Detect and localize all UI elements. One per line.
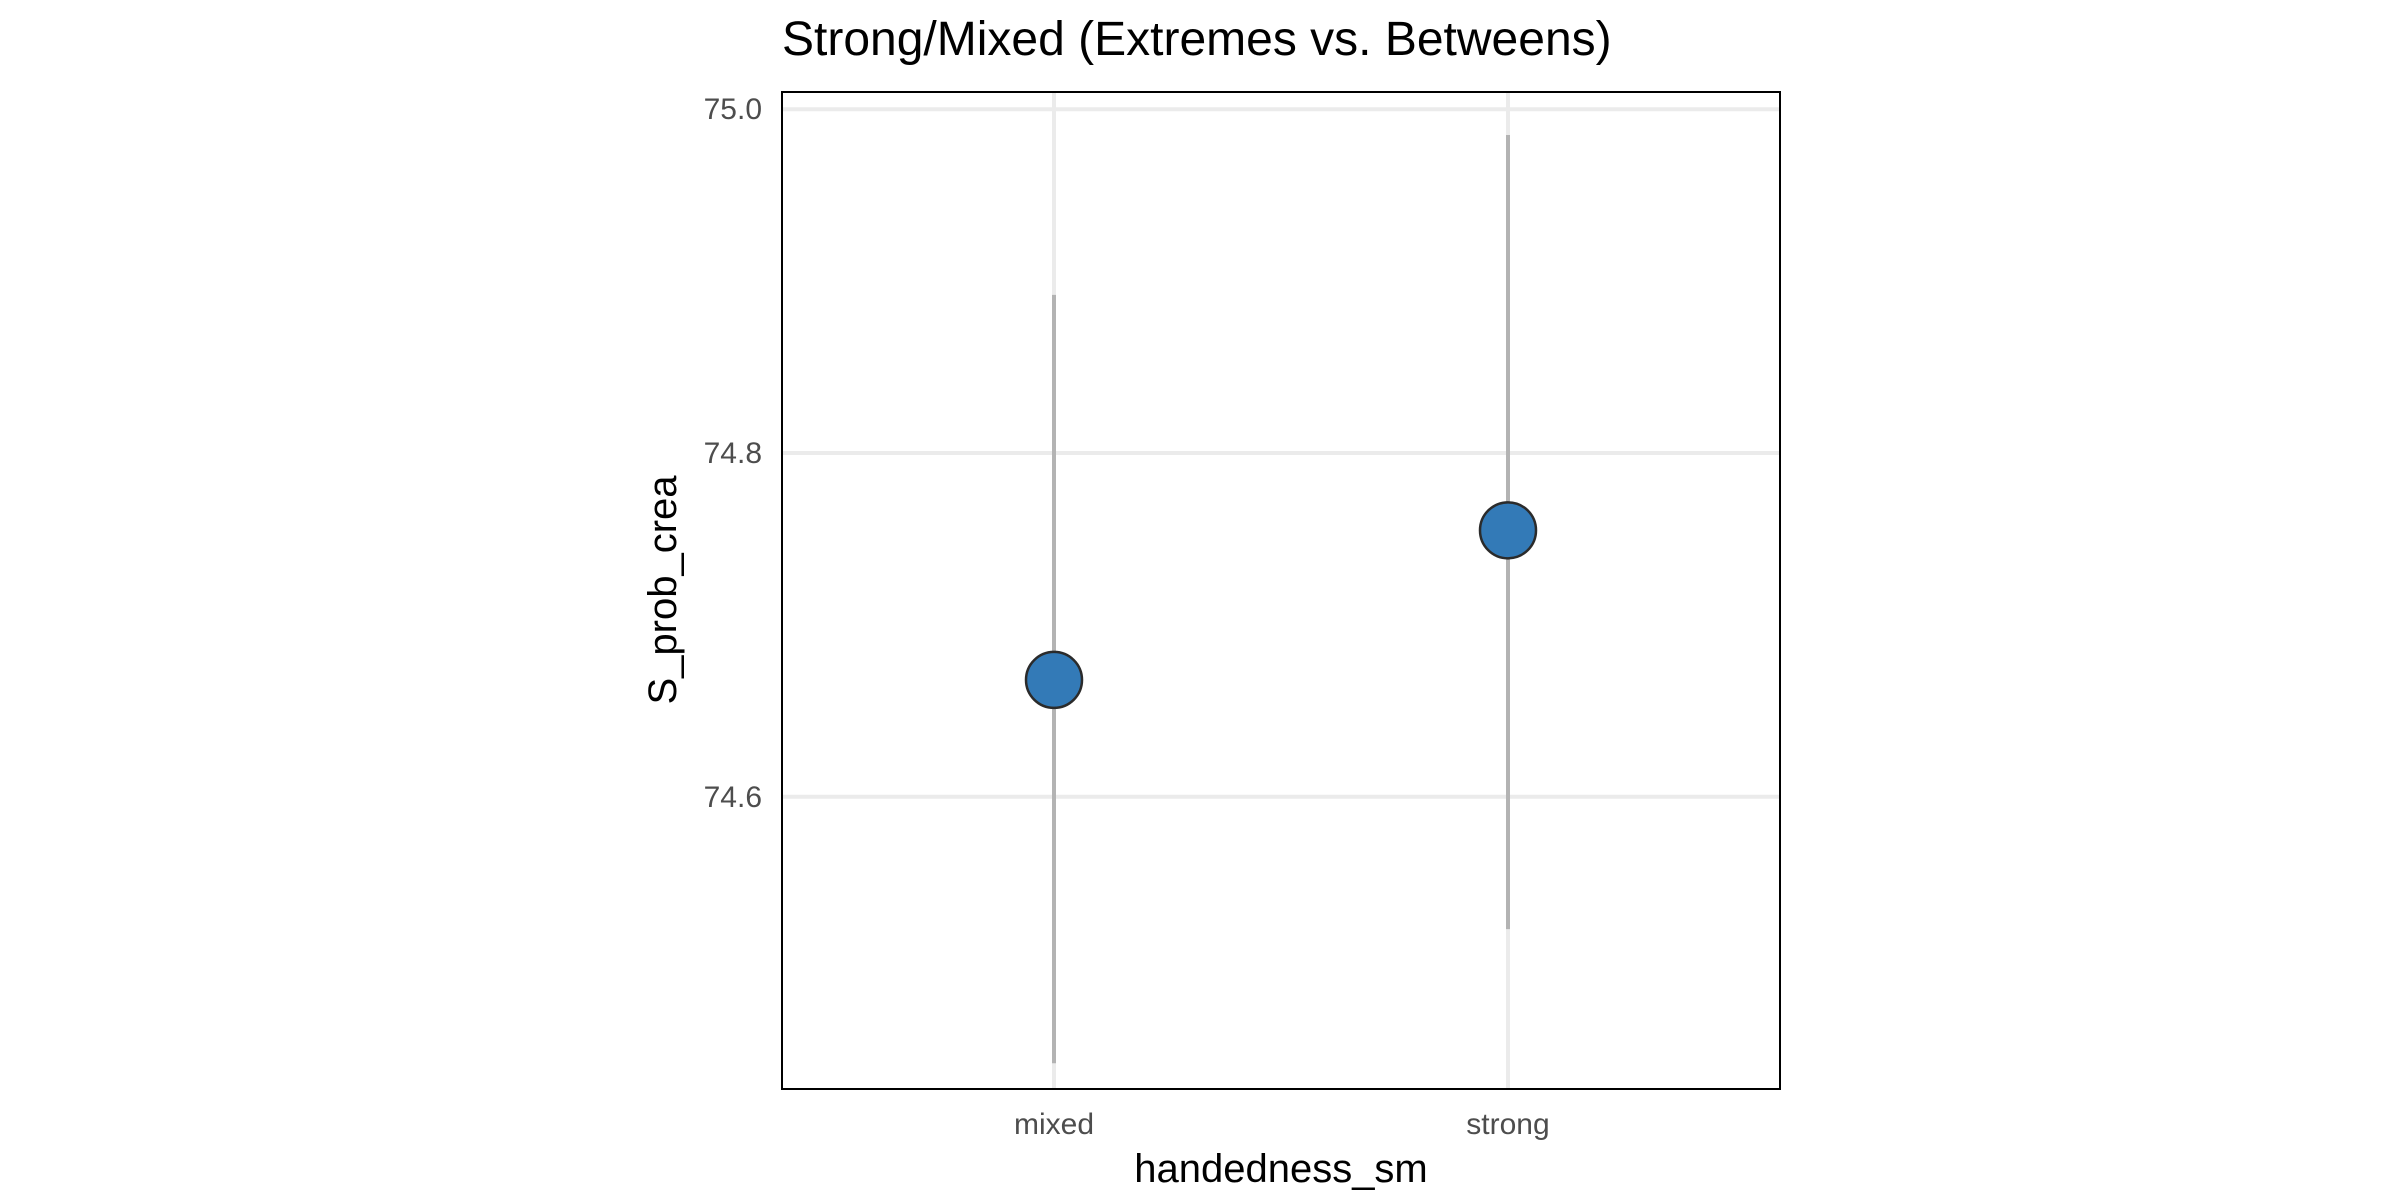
y-axis-title: S_prob_crea xyxy=(641,475,685,705)
x-tick-label: mixed xyxy=(1014,1108,1094,1141)
x-axis-ticks: mixed strong xyxy=(1014,1108,1550,1141)
chart-title: Strong/Mixed (Extremes vs. Betweens) xyxy=(782,13,1612,66)
y-tick-label: 75.0 xyxy=(704,93,762,126)
x-tick-label: strong xyxy=(1466,1108,1549,1141)
x-axis-title: handedness_sm xyxy=(1134,1147,1428,1191)
data-points xyxy=(1024,501,1538,710)
y-axis-ticks: 74.6 74.8 75.0 xyxy=(704,93,762,814)
data-point-strong xyxy=(1478,501,1538,560)
y-tick-label: 74.6 xyxy=(704,781,762,814)
grid xyxy=(782,92,1780,1089)
data-point-mixed xyxy=(1024,650,1084,710)
plot-panel-border xyxy=(781,91,1781,1090)
y-tick-label: 74.8 xyxy=(704,437,762,470)
error-bars xyxy=(1052,134,1510,1064)
